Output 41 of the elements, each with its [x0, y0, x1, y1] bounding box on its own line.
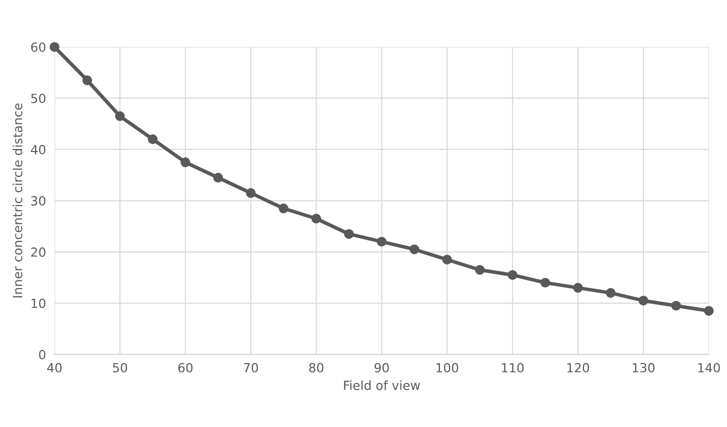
- point: [376, 236, 387, 247]
- point: [704, 306, 714, 316]
- y-tick-label: 0: [39, 350, 46, 360]
- x-tick-label: 90: [374, 362, 389, 372]
- x-axis-title: Field of view: [344, 380, 420, 390]
- x-tick-label: 60: [178, 362, 193, 372]
- point: [671, 300, 681, 311]
- x-tick-label: 70: [244, 362, 258, 372]
- point: [410, 244, 420, 254]
- point: [638, 296, 648, 306]
- point: [442, 254, 452, 264]
- point: [540, 278, 550, 288]
- y-tick-label: 10: [32, 298, 46, 308]
- point: [311, 214, 322, 224]
- point: [246, 188, 256, 198]
- point: [82, 75, 92, 86]
- x-tick-label: 100: [436, 362, 458, 372]
- x-tick-label: 80: [309, 362, 324, 372]
- y-axis-title: Inner concentric circle distance: [12, 103, 22, 298]
- y-tick-label: 60: [31, 42, 46, 52]
- point: [606, 288, 616, 298]
- y-tick-label: 30: [31, 196, 46, 206]
- point: [148, 134, 158, 144]
- x-tick-label: 140: [698, 362, 720, 372]
- point: [573, 282, 583, 293]
- x-tick-label: 40: [47, 362, 62, 372]
- x-tick-label: 120: [567, 362, 590, 372]
- x-tick-label: 130: [632, 362, 654, 372]
- point: [50, 42, 60, 52]
- point: [180, 157, 190, 168]
- y-tick-label: 40: [30, 144, 46, 154]
- point: [278, 204, 288, 214]
- point: [508, 270, 518, 280]
- y-tick-label: 20: [31, 247, 46, 257]
- point: [344, 229, 354, 239]
- x-tick-label: 50: [112, 362, 128, 372]
- point: [115, 111, 125, 122]
- y-tick-label: 50: [31, 94, 46, 104]
- point: [213, 172, 223, 182]
- point: [474, 265, 485, 275]
- x-tick-label: 110: [502, 362, 524, 372]
